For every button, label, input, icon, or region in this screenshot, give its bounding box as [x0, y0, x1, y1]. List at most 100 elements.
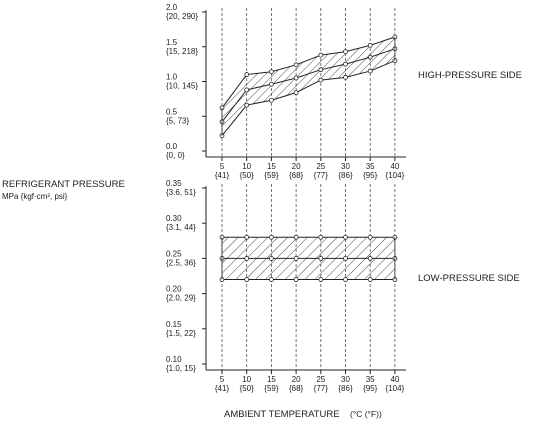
high-x-tick-label-c: 40: [390, 162, 399, 171]
low-x-tick-label-f: {104}: [386, 384, 405, 393]
low-x-tick-label-f: {68}: [289, 384, 304, 393]
low-x-tick-label-c: 20: [292, 375, 301, 384]
high-x-tick-label-c: 30: [341, 162, 350, 171]
low-x-tick-label-c: 40: [390, 375, 399, 384]
high-lower-point: [293, 90, 299, 96]
high-lower-point: [343, 74, 348, 80]
low-y-tick-label-alt: {1.0, 15}: [166, 364, 196, 373]
low-middle-point: [318, 255, 324, 261]
low-x-tick-label-f: {95}: [363, 384, 378, 393]
high-lower-point: [367, 68, 373, 74]
high-middle-line: [221, 48, 396, 123]
high-y-tick-label: 0.0: [166, 142, 178, 151]
high-upper-point: [244, 72, 250, 77]
high-y-tick-label: 1.5: [166, 38, 178, 47]
low-y-tick-label-alt: {2.0, 29}: [166, 294, 196, 303]
low-y-tick-label: 0.25: [166, 249, 182, 258]
low-upper-point: [293, 234, 299, 240]
high-upper-point: [318, 52, 324, 58]
low-y-tick-label: 0.35: [166, 179, 182, 188]
low-middle-point: [293, 255, 299, 261]
high-x-tick-label-c: 10: [242, 162, 251, 171]
high-middle-point: [268, 81, 274, 87]
high-x-tick-label-f: {68}: [289, 171, 304, 180]
x-axis-unit: (°C (°F)): [350, 409, 382, 419]
high-x-tick-label-c: 5: [220, 162, 225, 171]
high-lower-point: [244, 102, 250, 108]
high-x-tick-label-c: 25: [316, 162, 325, 171]
high-x-tick-label-f: {50}: [240, 171, 255, 180]
low-x-tick-label-f: {77}: [314, 384, 329, 393]
low-middle-point: [343, 255, 348, 261]
high-middle-point: [318, 67, 324, 73]
high-y-tick-label: 0.5: [166, 107, 178, 116]
y-axis-unit: MPa {kgf·cm², psi}: [2, 192, 68, 201]
low-y-tick-label-alt: {3.1, 44}: [166, 223, 196, 232]
high-upper-point: [343, 49, 348, 55]
y-axis-label: REFRIGERANT PRESSURE: [2, 179, 125, 190]
x-axis-label: AMBIENT TEMPERATURE: [224, 409, 340, 420]
high-y-tick-label-alt: {20, 290}: [166, 12, 198, 21]
high-x-tick-label-f: {59}: [264, 171, 279, 180]
low-x-tick-label-f: {50}: [240, 384, 255, 393]
high-y-tick-label-alt: {0, 0}: [166, 151, 185, 160]
high-lower-point: [318, 77, 324, 83]
low-middle-point: [244, 255, 250, 261]
low-y-tick-label: 0.15: [166, 320, 182, 329]
high-x-tick-label-f: {104}: [386, 171, 405, 180]
low-lower-point: [318, 277, 324, 282]
high-x-tick-label-c: 15: [267, 162, 276, 171]
low-y-tick-label: 0.20: [166, 285, 182, 294]
high-middle-point: [367, 54, 373, 60]
low-lower-point: [268, 277, 274, 282]
high-upper-point: [367, 42, 373, 48]
high-x-tick-label-f: {86}: [338, 171, 353, 180]
low-x-tick-label-f: {59}: [264, 384, 279, 393]
low-middle-point: [268, 255, 274, 261]
high-pressure-label: HIGH-PRESSURE SIDE: [418, 70, 522, 81]
high-y-tick-label-alt: {10, 145}: [166, 82, 198, 91]
low-upper-point: [318, 234, 324, 240]
high-lower-point: [268, 97, 274, 103]
high-y-tick-label: 2.0: [166, 3, 178, 12]
low-x-tick-label-c: 30: [341, 375, 350, 384]
high-lower-line: [221, 60, 396, 137]
high-upper-point: [293, 62, 299, 68]
low-x-tick-label-f: {41}: [215, 384, 230, 393]
low-y-tick-label: 0.30: [166, 214, 182, 223]
low-y-tick-label: 0.10: [166, 355, 182, 364]
low-pressure-label: LOW-PRESSURE SIDE: [418, 273, 520, 284]
high-middle-point: [293, 75, 299, 81]
high-x-tick-label-c: 20: [292, 162, 301, 171]
high-middle-point: [244, 87, 250, 93]
low-x-tick-label-c: 5: [220, 375, 225, 384]
low-x-tick-label-c: 25: [316, 375, 325, 384]
low-y-tick-label-alt: {3.6, 51}: [166, 188, 196, 197]
low-upper-point: [343, 234, 348, 240]
low-lower-point: [244, 277, 250, 282]
high-y-tick-label-alt: {5, 73}: [166, 116, 189, 125]
low-lower-point: [293, 277, 299, 282]
low-x-tick-label-c: 10: [242, 375, 251, 384]
high-upper-line: [221, 36, 396, 109]
low-y-tick-label-alt: {2.5, 36}: [166, 258, 196, 267]
low-upper-point: [268, 234, 274, 240]
low-lower-point: [343, 277, 348, 282]
low-upper-point: [367, 234, 373, 240]
low-y-tick-label-alt: {1.5, 22}: [166, 329, 196, 338]
low-x-tick-label-c: 15: [267, 375, 276, 384]
high-x-tick-label-f: {77}: [314, 171, 329, 180]
high-middle-point: [343, 61, 348, 67]
low-middle-point: [367, 255, 373, 261]
plot-root: 5{41}10{50}15{59}20{68}25{77}30{86}35{95…: [166, 3, 406, 393]
low-lower-point: [367, 277, 373, 282]
high-x-tick-label-c: 35: [366, 162, 375, 171]
high-y-tick-label: 1.0: [166, 73, 178, 82]
low-upper-point: [244, 234, 250, 240]
high-upper-point: [268, 69, 274, 75]
high-band-fill: [222, 37, 395, 136]
low-x-tick-label-c: 35: [366, 375, 375, 384]
high-y-tick-label-alt: {15, 218}: [166, 47, 198, 56]
high-x-tick-label-f: {95}: [363, 171, 378, 180]
